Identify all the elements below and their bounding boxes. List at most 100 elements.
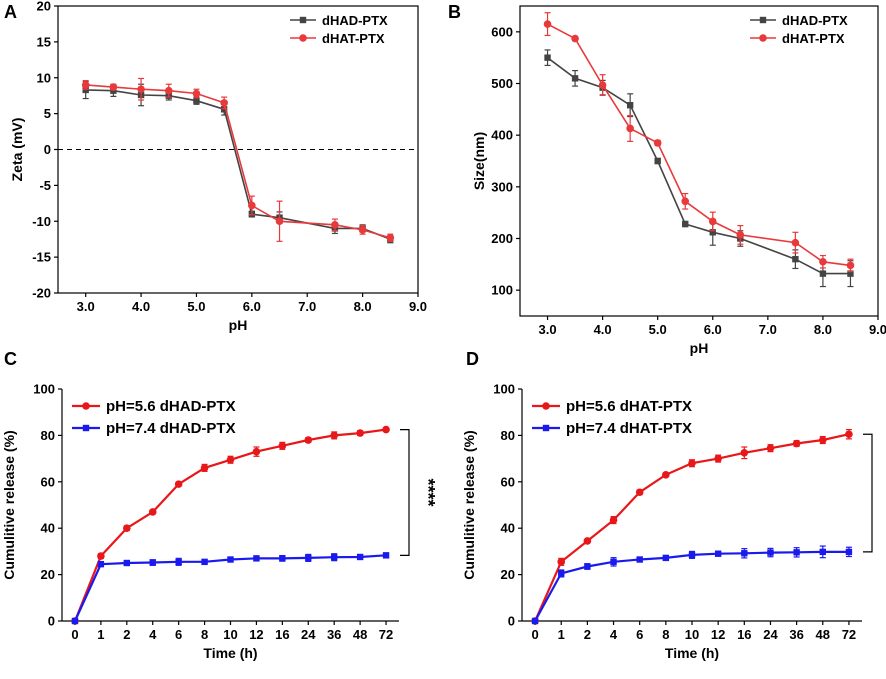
data-point xyxy=(164,86,173,95)
data-point xyxy=(793,549,800,556)
data-point xyxy=(356,553,364,561)
data-point xyxy=(253,555,260,562)
y-axis-label: Cumulitive release (%) xyxy=(461,430,477,579)
data-point xyxy=(382,552,390,559)
y-tick-label: 60 xyxy=(501,474,515,489)
y-tick-label: 10 xyxy=(37,70,51,85)
data-point xyxy=(636,556,643,563)
data-point xyxy=(220,99,228,107)
x-tick-label: 72 xyxy=(842,627,856,642)
legend-marker xyxy=(542,402,550,410)
data-point xyxy=(791,238,800,247)
series-1 xyxy=(81,77,395,242)
panel-label: C xyxy=(4,349,17,369)
series-line xyxy=(73,554,387,622)
significance-stars: **** xyxy=(418,478,438,506)
legend-marker xyxy=(299,34,307,42)
x-tick-label: 5.0 xyxy=(187,299,205,314)
y-tick-label: 200 xyxy=(491,231,513,246)
x-tick-label: 12 xyxy=(249,627,263,642)
data-point xyxy=(610,558,617,566)
y-tick-label: 500 xyxy=(491,76,513,91)
y-tick-label: 40 xyxy=(41,521,55,536)
plot-frame xyxy=(519,5,879,317)
data-point xyxy=(192,89,201,98)
x-tick-label: 24 xyxy=(763,627,778,642)
series-0 xyxy=(71,425,390,625)
x-tick-label: 4.0 xyxy=(594,322,612,337)
y-tick-label: -5 xyxy=(39,178,51,193)
x-tick-label: 1 xyxy=(558,627,565,642)
x-tick-label: 4 xyxy=(610,627,618,642)
x-tick-label: 2 xyxy=(584,627,591,642)
data-point xyxy=(819,257,827,266)
legend-marker xyxy=(542,424,550,432)
y-tick-label: -15 xyxy=(32,250,51,265)
series-line xyxy=(534,550,849,622)
y-tick-label: 60 xyxy=(41,474,55,489)
data-point xyxy=(358,226,367,234)
data-point xyxy=(148,508,157,516)
x-tick-label: 8 xyxy=(662,627,669,642)
y-tick-label: 80 xyxy=(41,428,55,443)
data-point xyxy=(845,548,853,556)
y-tick-label: 100 xyxy=(493,382,515,397)
legend-label: pH=7.4 dHAT-PTX xyxy=(566,420,692,437)
data-point xyxy=(356,429,364,437)
data-point xyxy=(175,558,182,566)
data-point xyxy=(123,559,131,567)
data-point xyxy=(275,217,284,226)
x-tick-label: 6.0 xyxy=(243,299,261,314)
data-point xyxy=(97,552,105,560)
legend: pH=5.6 dHAD-PTX pH=7.4 dHAD-PTX xyxy=(72,398,236,437)
legend: dHAD-PTX dHAT-PTX xyxy=(750,13,848,46)
data-point xyxy=(544,54,551,61)
x-axis-label: Time (h) xyxy=(665,645,719,661)
data-point xyxy=(688,459,696,468)
y-tick-label: -20 xyxy=(32,286,51,301)
y-tick-label: 20 xyxy=(501,567,515,582)
data-point xyxy=(818,436,827,444)
x-tick-label: 3.0 xyxy=(538,322,556,337)
data-point xyxy=(571,34,579,43)
legend-marker xyxy=(759,34,767,42)
legend-marker xyxy=(82,424,90,432)
data-point xyxy=(97,560,105,568)
data-point xyxy=(819,270,827,277)
data-point xyxy=(279,555,286,562)
data-point xyxy=(331,221,339,229)
y-axis-label: Zeta (mV) xyxy=(9,118,25,182)
y-tick-label: 0 xyxy=(508,614,515,629)
legend-marker xyxy=(759,16,767,24)
data-point xyxy=(792,439,801,448)
series-line xyxy=(547,57,851,275)
x-tick-label: 10 xyxy=(223,627,237,642)
y-tick-label: 600 xyxy=(491,24,513,39)
x-tick-label: 0 xyxy=(531,627,538,642)
series-0 xyxy=(531,429,853,625)
series-line xyxy=(547,23,851,267)
y-tick-label: 400 xyxy=(491,128,513,143)
data-point xyxy=(819,548,826,556)
data-point xyxy=(654,157,661,165)
x-tick-label: 8.0 xyxy=(354,299,372,314)
x-tick-label: 7.0 xyxy=(759,322,777,337)
series-1 xyxy=(71,552,390,625)
legend-marker xyxy=(299,16,307,24)
legend-label: dHAT-PTX xyxy=(322,31,385,46)
x-tick-label: 8.0 xyxy=(814,322,832,337)
data-point xyxy=(736,231,745,239)
x-tick-label: 9.0 xyxy=(409,299,427,314)
y-tick-label: 100 xyxy=(33,382,55,397)
data-point xyxy=(174,480,183,488)
x-tick-label: 8 xyxy=(201,627,208,642)
y-axis-label: Cumulitive release (%) xyxy=(1,430,17,579)
legend-marker xyxy=(82,402,90,410)
y-tick-label: 20 xyxy=(41,567,55,582)
x-tick-label: 36 xyxy=(327,627,341,642)
x-axis-label: pH xyxy=(690,340,709,356)
data-point xyxy=(662,554,670,562)
x-tick-label: 6 xyxy=(175,627,182,642)
